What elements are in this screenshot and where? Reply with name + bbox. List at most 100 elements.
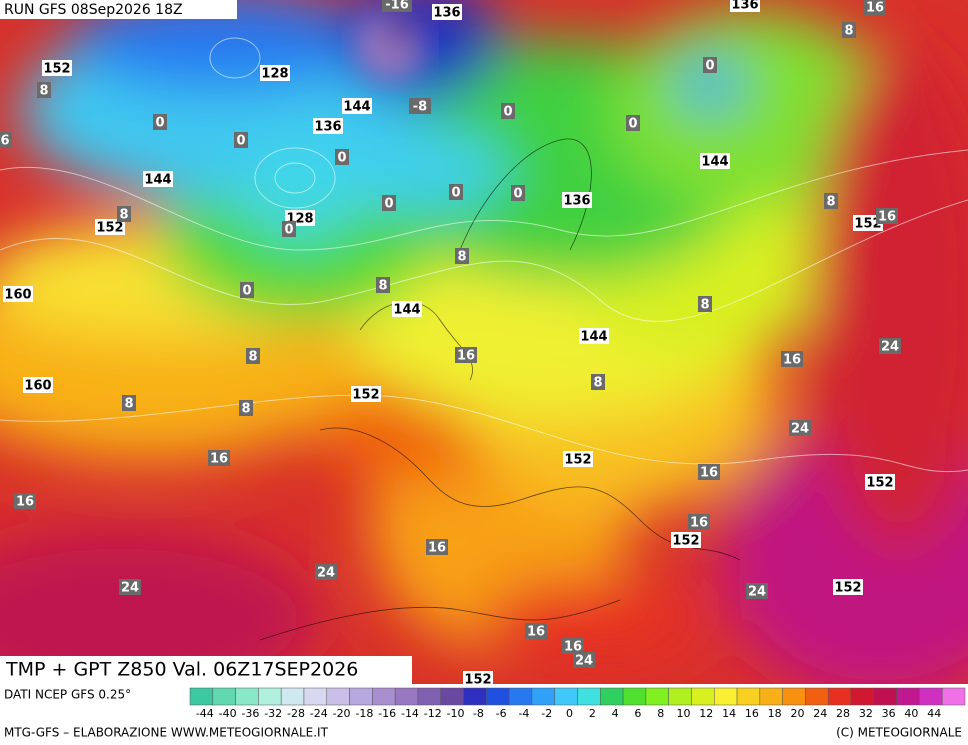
temperature-label-box [789, 420, 811, 436]
temperature-label: 8 [457, 250, 466, 265]
color-swatch [941, 687, 966, 706]
color-swatch [577, 687, 601, 706]
temperature-label: 8 [241, 402, 250, 417]
temperature-label: 8 [700, 298, 709, 313]
geopotential-label: 136 [731, 0, 758, 13]
geopotential-label: 136 [433, 6, 460, 21]
geopotential-label: 144 [580, 330, 607, 345]
temperature-label: 16 [690, 516, 708, 531]
temperature-label-box [824, 193, 838, 209]
geopotential-label-box [143, 171, 173, 187]
temperature-label-box [409, 98, 431, 114]
temperature-label: 0 [236, 134, 245, 149]
color-swatch [326, 687, 350, 706]
temperature-label-box [153, 114, 167, 130]
geopotential-label: 152 [866, 476, 893, 491]
geopotential-label-box [853, 215, 883, 231]
legend-tick-label: 10 [676, 707, 690, 720]
temperature-label-box [246, 348, 260, 364]
geopotential-label-box [579, 328, 609, 344]
map-labels: 152 1281441361441521281361441521601441441… [0, 0, 901, 688]
temperature-label: 24 [317, 566, 335, 581]
geopotential-label-box [730, 0, 760, 12]
geopotential-label: 152 [96, 221, 123, 236]
geopotential-label-box [563, 451, 593, 467]
legend-tick-label: -14 [401, 707, 419, 720]
legend-tick-label: -18 [355, 707, 373, 720]
geopotential-label: 152 [464, 673, 491, 688]
temperature-label-box [879, 338, 901, 354]
temperature-label: 0 [384, 197, 393, 212]
color-swatch [919, 687, 943, 706]
color-swatch [212, 687, 236, 706]
footer-left: MTG-GFS – ELABORAZIONE WWW.METEOGIORNALE… [4, 726, 329, 740]
legend-tick-label: 2 [589, 707, 596, 720]
run-box [0, 0, 237, 19]
legend-tick-label: 44 [927, 707, 941, 720]
color-swatch [394, 687, 419, 706]
temperature-label: 8 [593, 376, 602, 391]
temperature-label-box [117, 206, 131, 222]
color-swatch [600, 687, 624, 706]
temperature-label: 0 [503, 105, 512, 120]
temperature-label-box [591, 374, 605, 390]
run-label: RUN GFS 08Sep2026 18Z [4, 2, 183, 18]
temperature-label: 0 [242, 284, 251, 299]
legend-tick-label: 36 [882, 707, 896, 720]
color-swatch [691, 687, 715, 706]
temperature-label-box [0, 132, 12, 148]
geopotential-label-box [671, 532, 701, 548]
legend-tick-label: -6 [496, 707, 507, 720]
temperature-field [0, 0, 968, 684]
temperature-label-box [864, 0, 886, 15]
geopotential-label-box [342, 98, 372, 114]
legend-tick-label: -28 [287, 707, 305, 720]
temperature-label-box [573, 652, 595, 668]
temperature-label: 24 [121, 581, 139, 596]
geopotential-label-box [23, 377, 53, 393]
temperature-label: 8 [378, 279, 387, 294]
temperature-label-box [208, 450, 230, 466]
color-swatch [440, 687, 464, 706]
legend-tick-label: 6 [634, 707, 641, 720]
geopotential-label: 152 [672, 534, 699, 549]
color-swatch [896, 687, 920, 706]
temperature-label: 16 [527, 625, 545, 640]
legend-tick-label: -8 [473, 707, 484, 720]
legend-tick-label: -16 [378, 707, 396, 720]
temperature-label-box [688, 514, 710, 530]
temperature-label-box [14, 493, 36, 509]
geopotential-label-box [700, 153, 730, 169]
legend-tick-label: 4 [612, 707, 619, 720]
legend-tick-label: -4 [518, 707, 529, 720]
legend-tick-label: 18 [768, 707, 782, 720]
temperature-label: 0 [705, 59, 714, 74]
color-swatch [463, 687, 487, 706]
color-swatch [235, 687, 259, 706]
color-swatch [827, 687, 852, 706]
geopotential-label: 136 [314, 120, 341, 135]
temperature-label-box [240, 282, 254, 298]
geopotential-label-box [833, 579, 863, 595]
color-swatch [508, 687, 533, 706]
color-swatch [280, 687, 305, 706]
color-swatch [372, 687, 396, 706]
temperature-label-box [746, 583, 768, 599]
temperature-label: 16 [564, 640, 582, 655]
color-swatch [486, 687, 510, 706]
temperature-label-box [335, 149, 349, 165]
temperature-label: 8 [119, 208, 128, 223]
color-swatch [782, 687, 806, 706]
legend-tick-label: 24 [813, 707, 827, 720]
legend-tick-label: 8 [657, 707, 664, 720]
legend-tick-label: -2 [541, 707, 552, 720]
temperature-label-box [234, 132, 248, 148]
color-swatch [417, 687, 441, 706]
temperature-label: 16 [457, 349, 475, 364]
title-box [0, 656, 412, 684]
geopotential-label-box [42, 60, 72, 76]
temperature-label: 0 [337, 151, 346, 166]
legend-tick-label: 40 [904, 707, 918, 720]
